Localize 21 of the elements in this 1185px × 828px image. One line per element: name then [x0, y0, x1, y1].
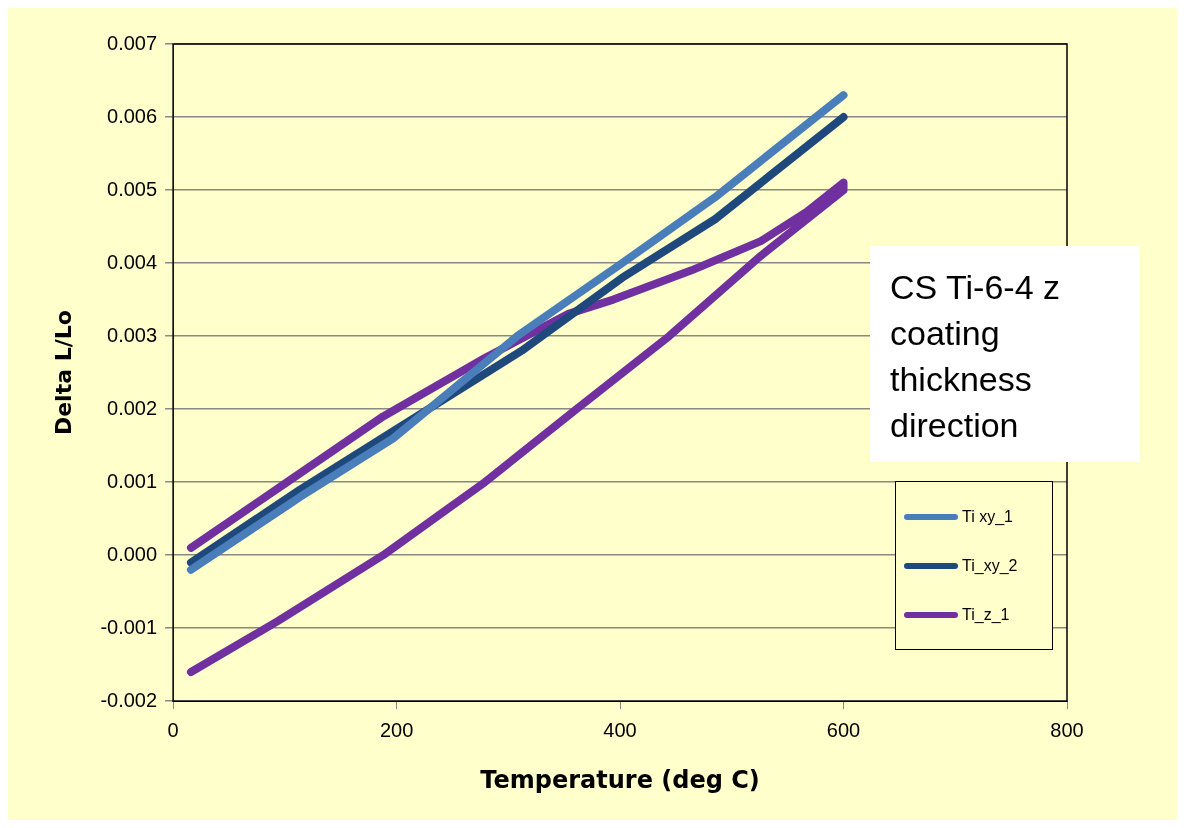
annotation: CS Ti-6-4 z coating thickness direction — [870, 246, 1140, 462]
x-tick-label: 600 — [826, 718, 861, 741]
legend-label: Ti_xy_2 — [962, 556, 1018, 575]
x-tick-label: 400 — [603, 718, 637, 741]
y-tick-label: 0.005 — [107, 177, 158, 200]
y-tick-label: 0.003 — [107, 323, 158, 346]
x-tick-label: 200 — [379, 718, 414, 741]
y-tick-label: 0.004 — [107, 250, 158, 273]
y-tick-label: -0.001 — [100, 615, 158, 638]
y-tick-label: -0.002 — [100, 688, 158, 711]
y-tick-label: 0.007 — [107, 31, 158, 54]
y-tick-label: 0.002 — [107, 396, 158, 419]
x-tick-label: 800 — [1050, 718, 1084, 741]
y-tick-label: 0.006 — [107, 104, 158, 127]
legend-label: Ti_z_1 — [962, 605, 1010, 624]
y-tick-label: 0.000 — [107, 542, 158, 565]
legend-label: Ti xy_1 — [962, 507, 1013, 526]
x-tick-label: 0 — [167, 718, 179, 741]
y-axis-title: Delta L/Lo — [50, 310, 76, 436]
x-axis-title: Temperature (deg C) — [480, 765, 760, 794]
y-tick-label: 0.001 — [107, 469, 158, 492]
